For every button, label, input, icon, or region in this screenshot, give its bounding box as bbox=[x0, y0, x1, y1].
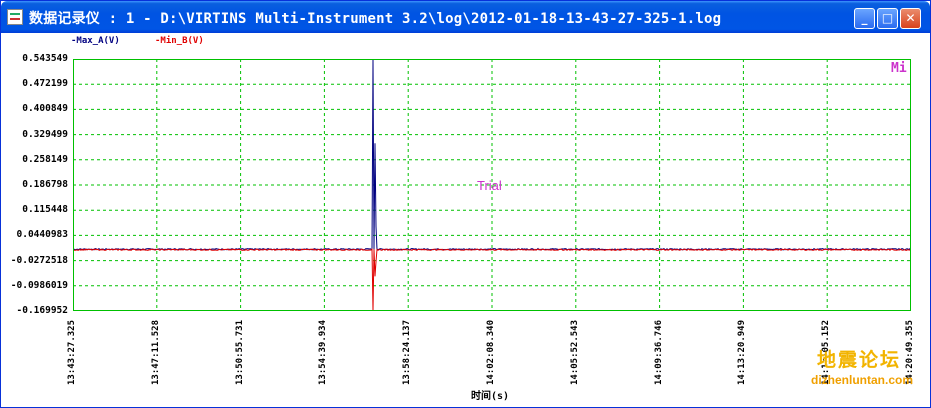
maximize-button[interactable]: □ bbox=[877, 8, 898, 29]
chart-panel: -Max_A(V) -Min_B(V) 0.543549 0.472199 0.40… bbox=[5, 33, 926, 405]
window-title: 数据记录仪 : 1 - D:\VIRTINS Multi-Instrument … bbox=[29, 11, 722, 27]
legend-series-b[interactable]: -Min_B(V) bbox=[155, 36, 204, 46]
y-tick-label: -0.0986019 bbox=[10, 279, 68, 291]
watermark-site: dizhenluntan.com bbox=[811, 373, 913, 387]
plot-area[interactable] bbox=[73, 59, 911, 311]
close-button[interactable]: ✕ bbox=[900, 8, 921, 29]
x-tick-label: 14:09:36.746 bbox=[653, 319, 664, 385]
trial-label: Trial bbox=[477, 178, 502, 193]
y-tick-label: 0.115448 bbox=[22, 204, 68, 216]
y-tick-label: 0.543549 bbox=[22, 53, 68, 64]
legend-series-a[interactable]: -Max_A(V) bbox=[71, 36, 120, 46]
chart-app-icon[interactable] bbox=[7, 9, 23, 25]
watermark-logo: 地震论坛 bbox=[817, 349, 902, 371]
y-tick-label: -0.169952 bbox=[16, 305, 68, 316]
x-tick-label: 13:50:55.731 bbox=[234, 319, 245, 385]
title-bar[interactable]: 数据记录仪 : 1 - D:\VIRTINS Multi-Instrument … bbox=[1, 1, 930, 33]
plot-border bbox=[73, 59, 911, 311]
y-tick-label: 0.472199 bbox=[22, 78, 68, 90]
x-tick-label: 14:05:52.543 bbox=[569, 319, 580, 385]
x-axis-label: 时间(s) bbox=[471, 391, 510, 402]
series-line-min-b bbox=[73, 248, 911, 311]
series-lines bbox=[73, 59, 911, 311]
y-tick-label: -0.0272518 bbox=[10, 254, 68, 266]
y-tick-label: 0.400849 bbox=[22, 103, 68, 115]
x-tick-label: 14:02:08.340 bbox=[486, 319, 496, 385]
x-tick-label: 13:43:27.325 bbox=[67, 319, 77, 385]
x-tick-label: 13:54:39.934 bbox=[318, 319, 329, 385]
y-tick-label: 0.329499 bbox=[22, 128, 68, 140]
y-tick-label: 0.186798 bbox=[22, 179, 68, 190]
y-tick-label: 0.258149 bbox=[22, 153, 68, 165]
minimize-button[interactable]: _ bbox=[854, 8, 875, 29]
x-tick-label: 13:47:11.528 bbox=[150, 319, 161, 385]
mi-label: Mi bbox=[891, 61, 907, 76]
x-tick-label: 14:13:20.949 bbox=[737, 319, 748, 385]
grid-lines bbox=[73, 59, 911, 311]
y-tick-label: 0.0440983 bbox=[16, 229, 68, 241]
x-tick-label: 13:58:24.137 bbox=[402, 319, 413, 385]
